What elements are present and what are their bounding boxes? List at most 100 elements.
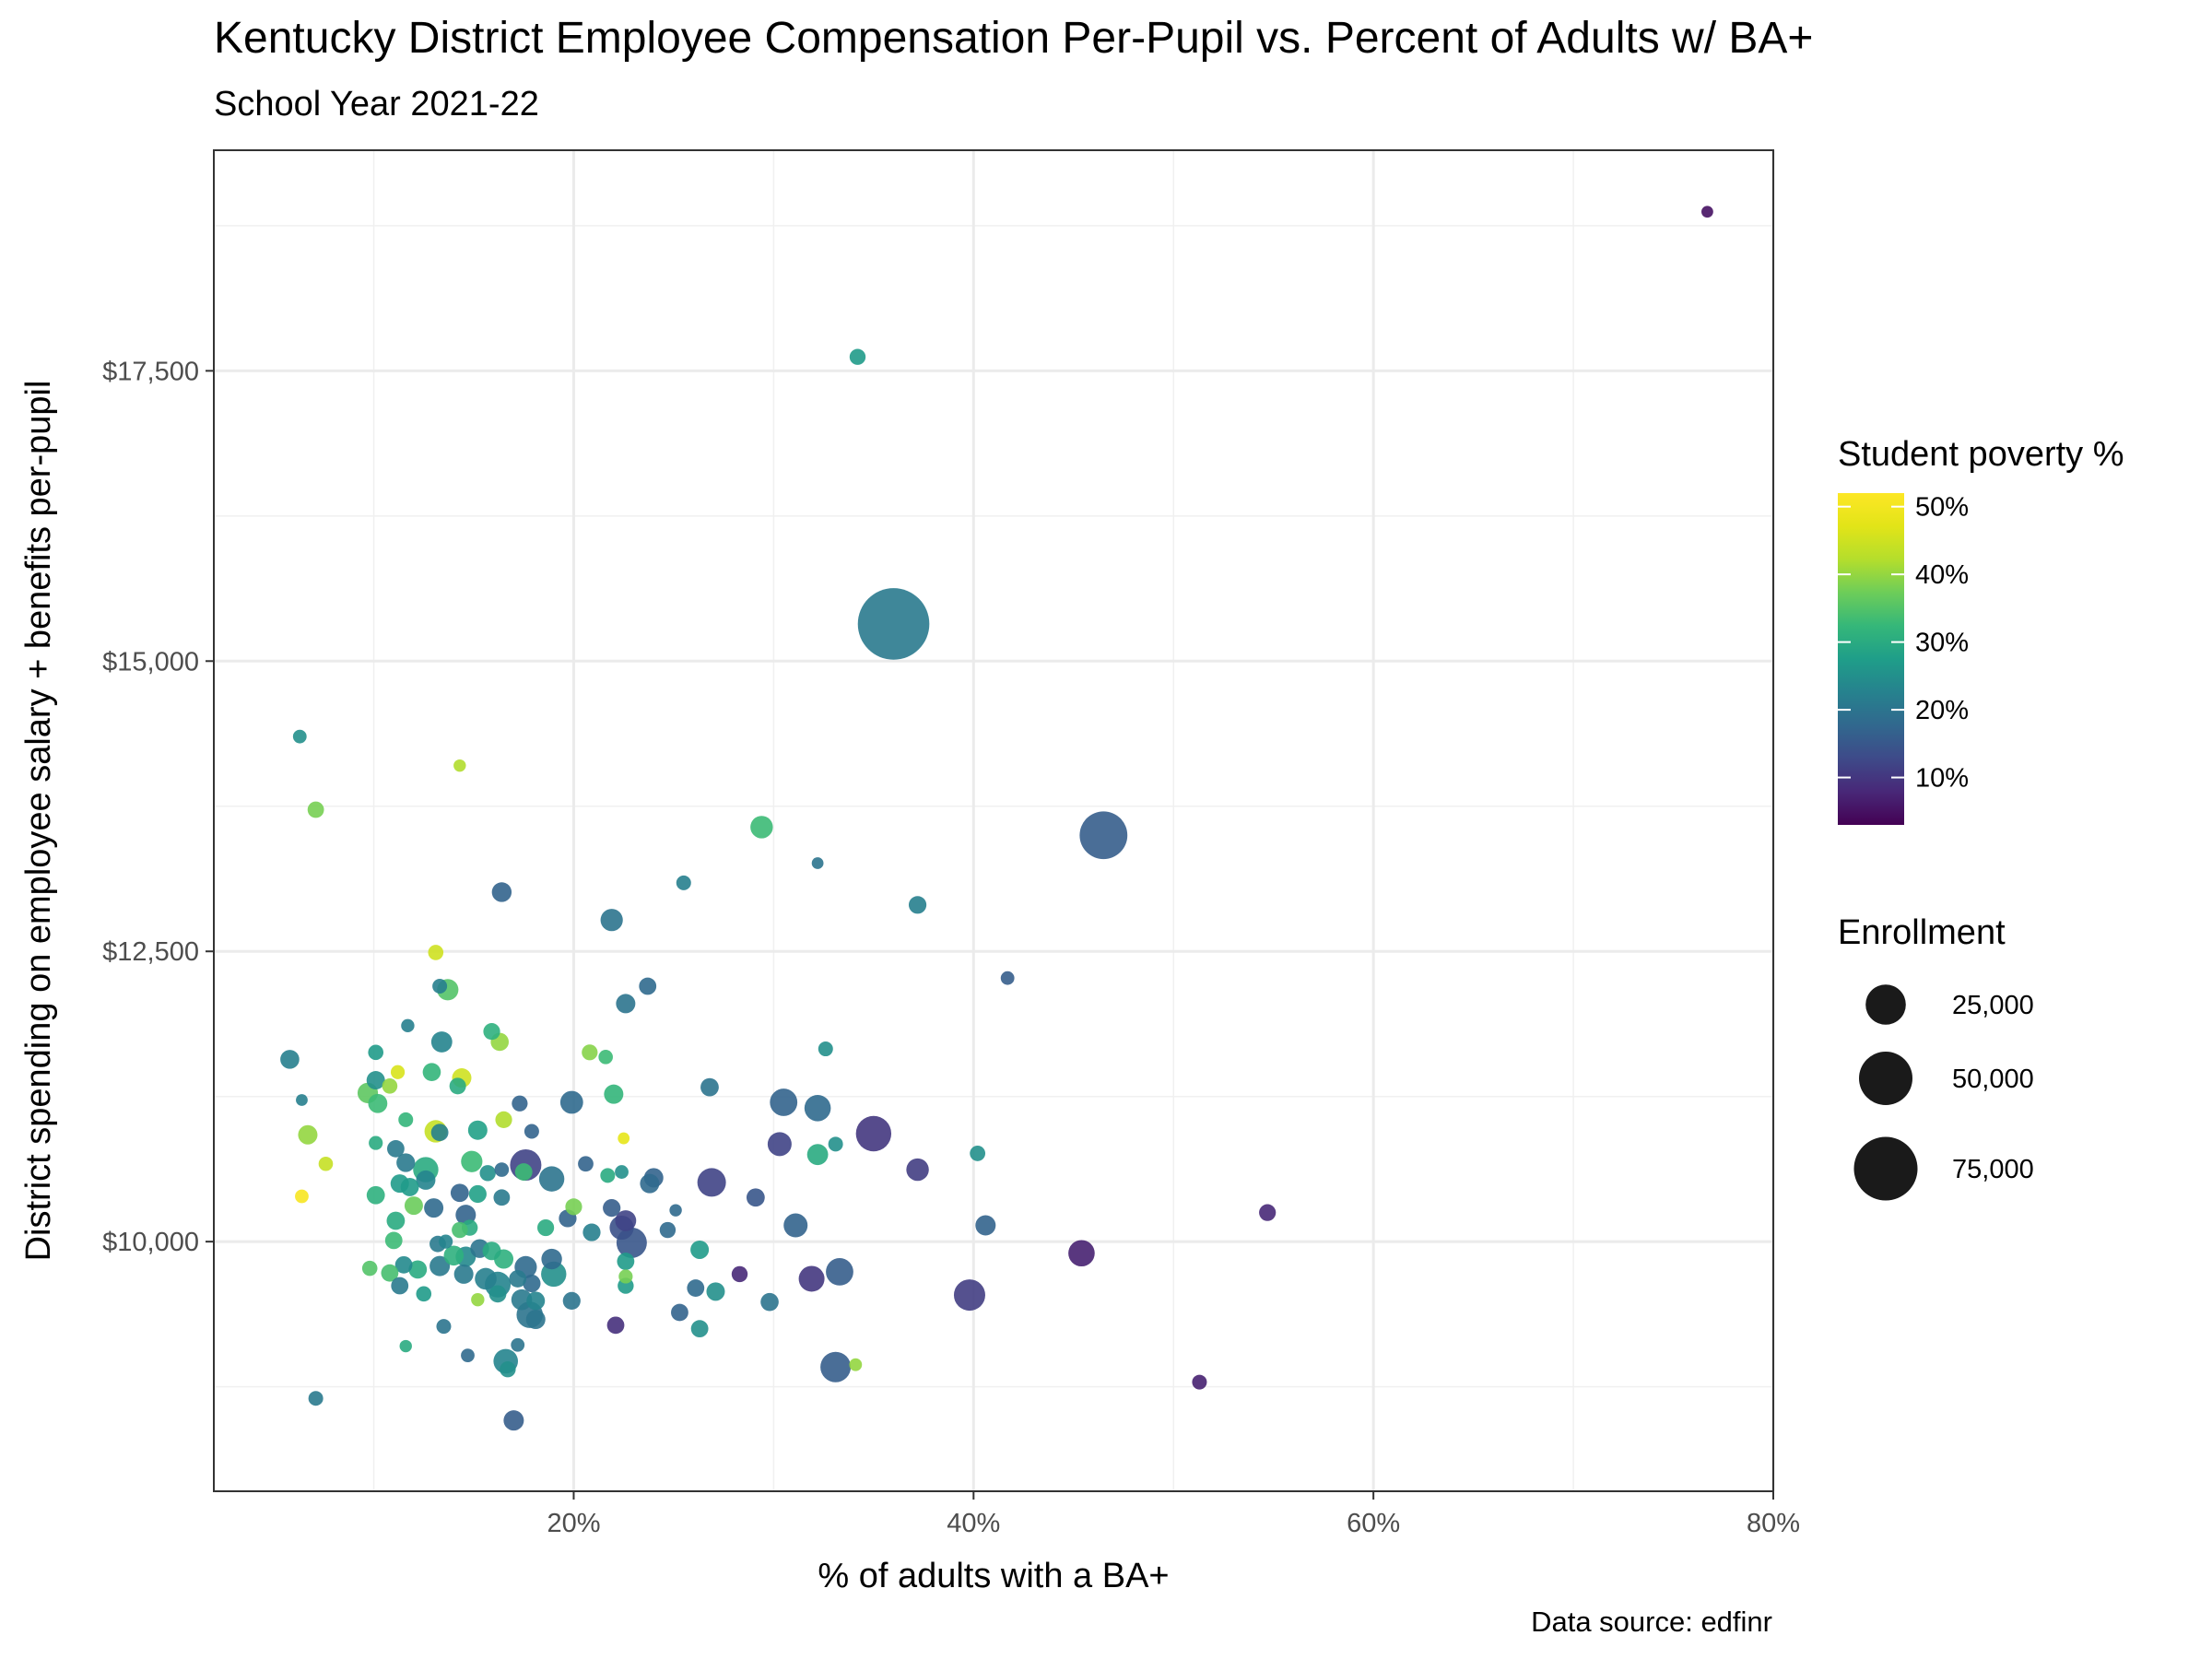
data-point — [615, 1210, 637, 1231]
data-point — [953, 1279, 985, 1312]
plot-panel-border — [213, 149, 1774, 1492]
colorbar-tick-label: 20% — [1915, 696, 1969, 725]
data-point — [479, 1165, 496, 1182]
data-point — [488, 1285, 507, 1303]
size-legend: Enrollment 25,000 50,000 75,000 — [1838, 913, 2034, 1201]
data-point — [606, 1316, 625, 1335]
size-legend-circle — [1853, 1136, 1918, 1201]
y-tick-label: $12,500 — [102, 937, 199, 967]
data-point — [494, 1162, 510, 1177]
data-point — [671, 1303, 688, 1322]
data-point — [525, 1310, 546, 1330]
colorbar-tick-label: 40% — [1915, 560, 1969, 590]
data-point — [461, 1150, 483, 1172]
data-point — [296, 1094, 308, 1106]
data-point — [526, 1291, 546, 1311]
data-point — [511, 1288, 533, 1311]
data-point — [366, 1185, 385, 1205]
data-point — [429, 1255, 451, 1277]
data-point — [524, 1124, 539, 1139]
data-point — [582, 1223, 601, 1241]
data-point — [604, 1084, 624, 1104]
data-point — [381, 1264, 399, 1282]
y-tick-label: $17,500 — [102, 357, 199, 386]
data-point — [401, 1018, 415, 1033]
data-point — [750, 816, 773, 839]
data-point — [849, 1358, 863, 1371]
data-point — [640, 1173, 660, 1194]
color-legend: Student poverty % 50% 40% 30% 20% 10% — [1838, 435, 2124, 825]
data-point — [849, 348, 866, 365]
data-source-caption: Data source: edfinr — [1531, 1606, 1772, 1638]
data-point — [538, 1166, 565, 1192]
data-point — [582, 1044, 598, 1061]
data-point — [826, 1258, 853, 1286]
data-point — [391, 1277, 409, 1295]
data-point — [443, 1245, 465, 1266]
data-point — [731, 1265, 748, 1283]
data-point — [798, 1265, 825, 1292]
data-point — [857, 588, 930, 660]
data-point — [615, 1165, 629, 1179]
data-point — [509, 1270, 527, 1288]
data-point — [669, 1204, 682, 1217]
data-point — [368, 1044, 384, 1061]
data-point — [1701, 206, 1713, 218]
data-point — [495, 1111, 512, 1128]
data-point — [468, 1184, 487, 1204]
data-point — [598, 1050, 613, 1065]
data-point — [770, 1088, 798, 1116]
data-point — [975, 1215, 996, 1236]
data-point — [453, 759, 466, 772]
data-point — [436, 1319, 452, 1335]
data-point — [514, 1163, 533, 1181]
data-point — [368, 1093, 388, 1113]
color-bar — [1838, 493, 1904, 825]
data-point — [404, 1196, 423, 1216]
data-point — [382, 1078, 398, 1094]
data-point — [482, 1241, 501, 1261]
data-point — [783, 1213, 808, 1238]
data-point — [430, 1031, 453, 1053]
size-legend-label: 25,000 — [1952, 991, 2034, 1020]
data-point — [697, 1168, 726, 1197]
data-point — [483, 1023, 500, 1041]
data-point — [361, 1260, 378, 1277]
data-point — [541, 1248, 562, 1270]
data-point — [559, 1090, 583, 1114]
data-point — [600, 909, 623, 932]
color-legend-title: Student poverty % — [1838, 435, 2124, 474]
x-axis: 20% 40% 60% 80% — [547, 1491, 1800, 1538]
colorbar-tick-label: 30% — [1915, 629, 1969, 658]
y-tick-label: $15,000 — [102, 647, 199, 677]
data-point — [706, 1282, 725, 1301]
data-point — [399, 1339, 412, 1353]
chart-title: Kentucky District Employee Compensation … — [214, 14, 1814, 63]
data-point — [676, 875, 691, 890]
data-point — [970, 1146, 986, 1161]
size-legend-items: 25,000 50,000 75,000 — [1853, 984, 2034, 1201]
data-point — [523, 1274, 541, 1293]
data-point — [318, 1156, 334, 1171]
data-point — [1000, 971, 1015, 985]
data-point — [298, 1124, 318, 1145]
data-point — [906, 1158, 929, 1182]
data-point — [400, 1178, 419, 1196]
data-point — [280, 1050, 300, 1069]
data-point — [369, 1135, 383, 1150]
data-point — [806, 1144, 829, 1166]
data-point — [820, 1351, 852, 1382]
data-point — [398, 1112, 414, 1127]
data-point — [430, 1124, 449, 1142]
data-point — [493, 1189, 511, 1206]
minor-gridlines — [214, 150, 1773, 1491]
color-bar-ticks: 50% 40% 30% 20% 10% — [1838, 493, 1969, 794]
data-point — [855, 1115, 892, 1152]
data-point — [450, 1183, 469, 1203]
data-point — [295, 1189, 309, 1204]
data-point — [690, 1240, 710, 1259]
data-point — [603, 1199, 621, 1218]
x-tick-label: 20% — [547, 1509, 600, 1538]
y-axis: $10,000 $12,500 $15,000 $17,500 — [102, 357, 214, 1257]
